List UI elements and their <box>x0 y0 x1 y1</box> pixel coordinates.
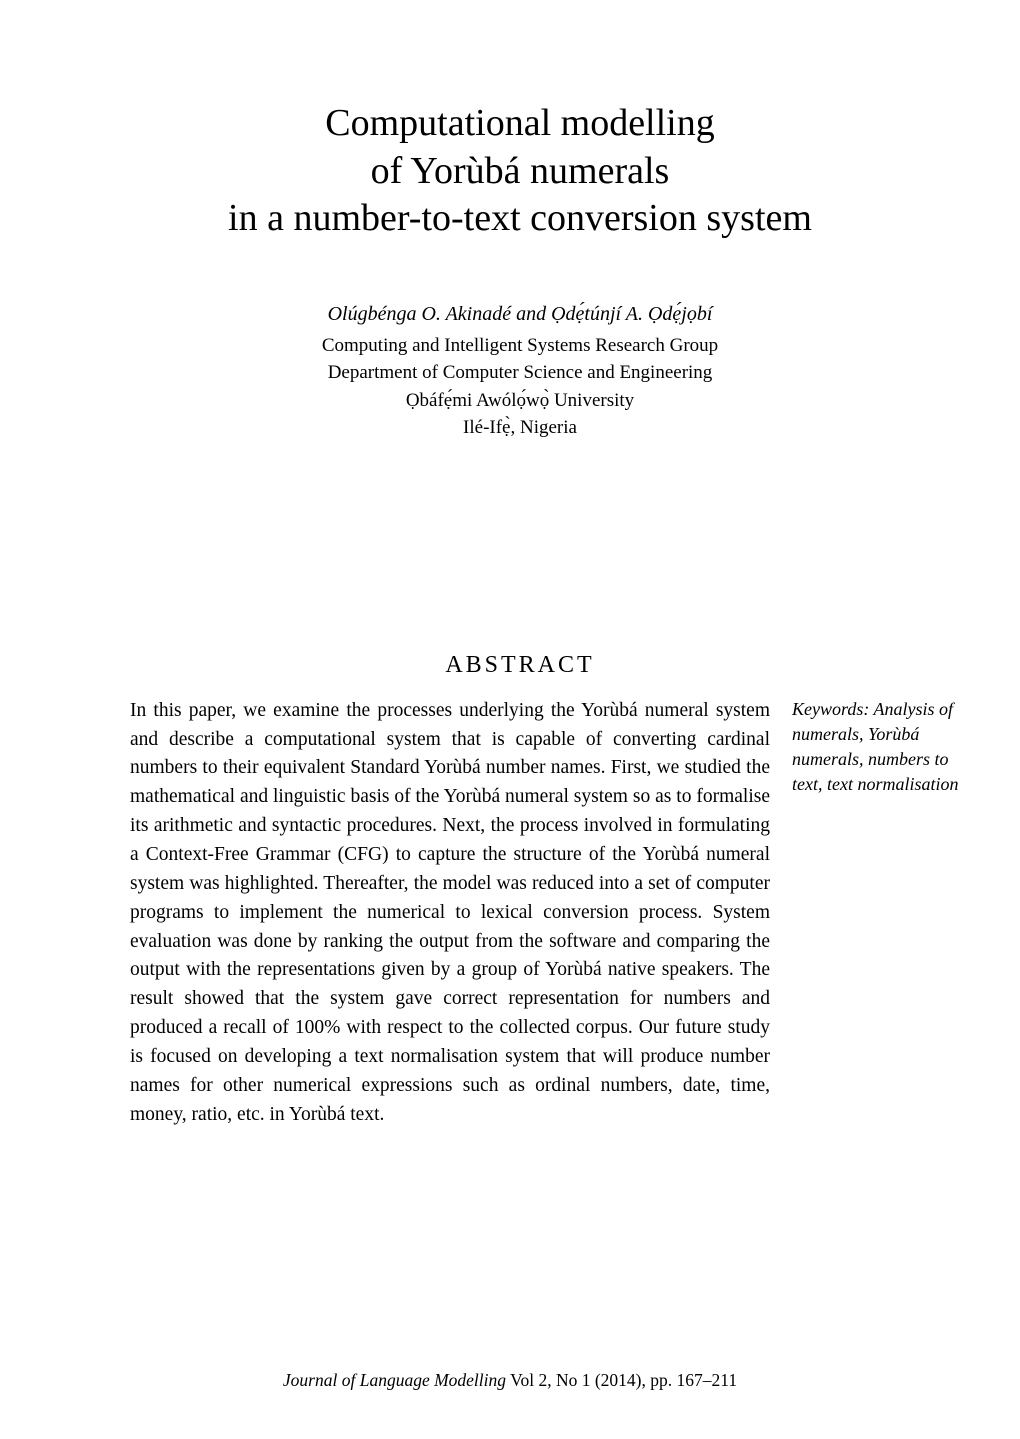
authors-block: Olúgbénga O. Akinadé and Ọdẹ́túnjí A. Ọd… <box>130 303 910 442</box>
affiliation-line-1: Computing and Intelligent Systems Resear… <box>130 332 910 360</box>
journal-details: Vol 2, No 1 (2014), pp. 167–211 <box>506 1370 737 1390</box>
title-line-3: in a number-to-text conversion system <box>130 195 910 243</box>
paper-title: Computational modelling of Yorùbá numera… <box>130 100 910 243</box>
affiliation-line-4: Ilé-Ifẹ̀, Nigeria <box>130 414 910 442</box>
journal-name: Journal of Language Modelling <box>283 1370 506 1390</box>
abstract-container: In this paper, we examine the processes … <box>130 697 910 1130</box>
abstract-heading: ABSTRACT <box>130 652 910 679</box>
affiliation-line-3: Ọbáfẹ́mi Awólọ́wọ̀ University <box>130 387 910 415</box>
journal-footer: Journal of Language Modelling Vol 2, No … <box>0 1370 1020 1391</box>
affiliation-line-2: Department of Computer Science and Engin… <box>130 359 910 387</box>
title-line-2: of Yorùbá numerals <box>130 148 910 196</box>
keywords: Keywords: Analysis of numerals, Yorùbá n… <box>792 697 967 798</box>
abstract-body: In this paper, we examine the processes … <box>130 697 770 1130</box>
authors: Olúgbénga O. Akinadé and Ọdẹ́túnjí A. Ọd… <box>130 303 910 326</box>
title-line-1: Computational modelling <box>130 100 910 148</box>
